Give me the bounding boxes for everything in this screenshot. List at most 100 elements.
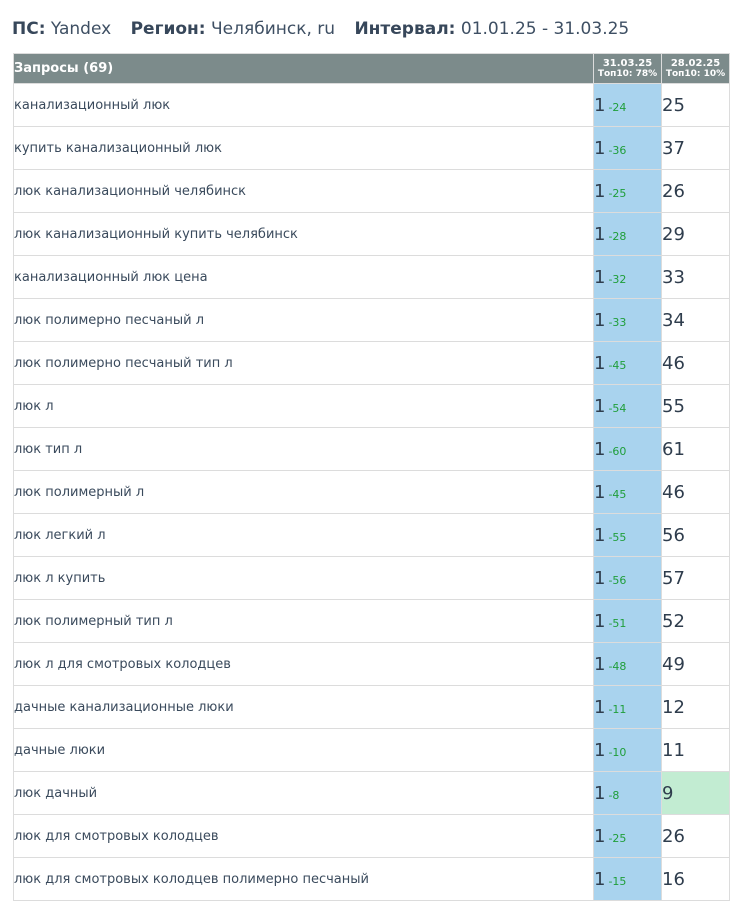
query-cell: люк для смотровых колодцев полимерно пес… xyxy=(13,857,594,901)
table-row: люк для смотровых колодцев 1 -25 26 xyxy=(13,814,730,858)
table-row: купить канализационный люк 1 -36 37 xyxy=(13,126,730,170)
position-value: 1 xyxy=(594,868,606,890)
current-position-cell: 1 -45 xyxy=(593,470,662,514)
query-cell: люк дачный xyxy=(13,771,594,815)
current-position-cell: 1 -10 xyxy=(593,728,662,772)
table-row: люк для смотровых колодцев полимерно пес… xyxy=(13,857,730,901)
position-change: -45 xyxy=(608,358,627,372)
position-change: -25 xyxy=(608,831,627,845)
query-cell: люк легкий л xyxy=(13,513,594,557)
query-cell: люк л xyxy=(13,384,594,428)
current-position-cell: 1 -60 xyxy=(593,427,662,471)
table-row: люк полимерный л 1 -45 46 xyxy=(13,470,730,514)
previous-position-cell: 46 xyxy=(661,470,730,514)
previous-position-cell: 57 xyxy=(661,556,730,600)
column-date: 31.03.25 xyxy=(602,57,653,69)
table-row: люк дачный 1 -8 9 xyxy=(13,771,730,815)
position-value: 1 xyxy=(594,481,606,503)
search-engine-value: Yandex xyxy=(50,19,112,39)
position-value: 1 xyxy=(594,180,606,202)
region-label: Регион: xyxy=(130,19,206,39)
current-position-cell: 1 -28 xyxy=(593,212,662,256)
query-cell: люк тип л xyxy=(13,427,594,471)
queries-column-header[interactable]: Запросы (69) xyxy=(13,53,594,84)
previous-position-cell: 33 xyxy=(661,255,730,299)
position-change: -8 xyxy=(608,788,620,802)
date-column-header[interactable]: 28.02.25 Топ10: 10% xyxy=(661,53,730,84)
table-row: люк л для смотровых колодцев 1 -48 49 xyxy=(13,642,730,686)
query-cell: люк л купить xyxy=(13,556,594,600)
search-engine-label: ПС: xyxy=(12,19,46,39)
position-value: 1 xyxy=(594,653,606,675)
table-row: люк полимерно песчаный л 1 -33 34 xyxy=(13,298,730,342)
previous-position-cell: 11 xyxy=(661,728,730,772)
position-change: -15 xyxy=(608,874,627,888)
query-cell: люк полимерно песчаный л xyxy=(13,298,594,342)
position-change: -60 xyxy=(608,444,627,458)
current-position-cell: 1 -54 xyxy=(593,384,662,428)
position-change: -10 xyxy=(608,745,627,759)
position-change: -28 xyxy=(608,229,627,243)
date-column-header[interactable]: 31.03.25 Топ10: 78% xyxy=(593,53,662,84)
previous-position-cell: 49 xyxy=(661,642,730,686)
position-value: 1 xyxy=(594,825,606,847)
table-row: люк легкий л 1 -55 56 xyxy=(13,513,730,557)
table-row: люк полимерный тип л 1 -51 52 xyxy=(13,599,730,643)
position-value: 1 xyxy=(594,352,606,374)
table-row: люк л 1 -54 55 xyxy=(13,384,730,428)
table-row: люк тип л 1 -60 61 xyxy=(13,427,730,471)
table-row: люк канализационный челябинск 1 -25 26 xyxy=(13,169,730,213)
query-cell: люк полимерный тип л xyxy=(13,599,594,643)
position-value: 1 xyxy=(594,266,606,288)
position-value: 1 xyxy=(594,782,606,804)
current-position-cell: 1 -56 xyxy=(593,556,662,600)
previous-position-cell: 12 xyxy=(661,685,730,729)
previous-position-cell: 56 xyxy=(661,513,730,557)
query-cell: люк канализационный купить челябинск xyxy=(13,212,594,256)
previous-position-cell: 46 xyxy=(661,341,730,385)
query-cell: купить канализационный люк xyxy=(13,126,594,170)
query-cell: люк для смотровых колодцев xyxy=(13,814,594,858)
report-header: ПС: Yandex Регион: Челябинск, ru Интерва… xyxy=(12,19,643,39)
current-position-cell: 1 -11 xyxy=(593,685,662,729)
position-value: 1 xyxy=(594,610,606,632)
position-change: -33 xyxy=(608,315,627,329)
table-row: дачные канализационные люки 1 -11 12 xyxy=(13,685,730,729)
previous-position-cell: 37 xyxy=(661,126,730,170)
position-change: -45 xyxy=(608,487,627,501)
current-position-cell: 1 -51 xyxy=(593,599,662,643)
query-cell: люк полимерно песчаный тип л xyxy=(13,341,594,385)
table-row: люк л купить 1 -56 57 xyxy=(13,556,730,600)
column-date: 28.02.25 xyxy=(670,57,721,69)
position-value: 1 xyxy=(594,524,606,546)
column-top10: Топ10: 10% xyxy=(665,68,726,79)
query-cell: дачные канализационные люки xyxy=(13,685,594,729)
position-change: -36 xyxy=(608,143,627,157)
position-change: -25 xyxy=(608,186,627,200)
current-position-cell: 1 -48 xyxy=(593,642,662,686)
current-position-cell: 1 -15 xyxy=(593,857,662,901)
previous-position-cell: 9 xyxy=(661,771,730,815)
table-row: канализационный люк цена 1 -32 33 xyxy=(13,255,730,299)
current-position-cell: 1 -33 xyxy=(593,298,662,342)
previous-position-cell: 25 xyxy=(661,83,730,127)
query-cell: канализационный люк xyxy=(13,83,594,127)
interval-label: Интервал: xyxy=(354,19,456,39)
column-top10: Топ10: 78% xyxy=(597,68,658,79)
previous-position-cell: 34 xyxy=(661,298,730,342)
query-cell: люк полимерный л xyxy=(13,470,594,514)
table-row: канализационный люк 1 -24 25 xyxy=(13,83,730,127)
position-value: 1 xyxy=(594,696,606,718)
position-value: 1 xyxy=(594,438,606,460)
table-row: дачные люки 1 -10 11 xyxy=(13,728,730,772)
position-value: 1 xyxy=(594,395,606,417)
position-value: 1 xyxy=(594,567,606,589)
current-position-cell: 1 -25 xyxy=(593,814,662,858)
query-cell: дачные люки xyxy=(13,728,594,772)
position-value: 1 xyxy=(594,94,606,116)
table-row: люк полимерно песчаный тип л 1 -45 46 xyxy=(13,341,730,385)
current-position-cell: 1 -36 xyxy=(593,126,662,170)
previous-position-cell: 26 xyxy=(661,169,730,213)
position-change: -54 xyxy=(608,401,627,415)
current-position-cell: 1 -24 xyxy=(593,83,662,127)
